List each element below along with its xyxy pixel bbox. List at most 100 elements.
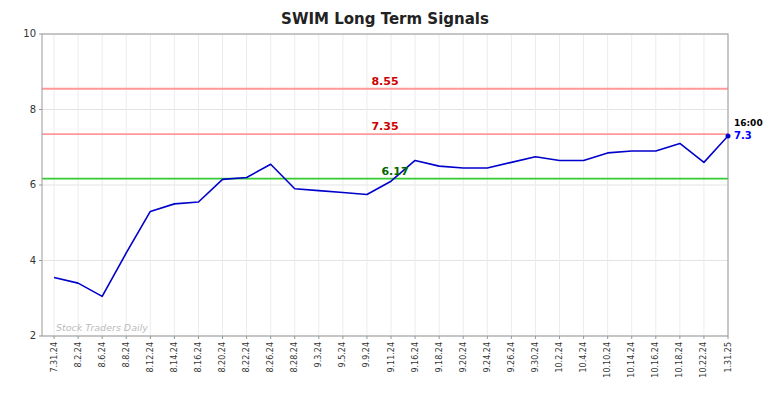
x-tick-label: 8.8.24	[122, 342, 131, 367]
annotation-time: 16:00	[734, 118, 763, 128]
grid-line-x	[511, 34, 512, 336]
x-tick	[415, 336, 416, 339]
y-tick-label: 6	[30, 179, 36, 190]
x-tick	[679, 336, 680, 339]
x-tick	[607, 336, 608, 339]
grid-line-x	[126, 34, 127, 336]
plot-area	[42, 89, 728, 297]
x-tick	[631, 336, 632, 339]
x-tick	[102, 336, 103, 339]
x-tick	[198, 336, 199, 339]
x-tick-label: 8.28.24	[290, 342, 299, 373]
x-tick-label: 9.24.24	[483, 342, 492, 373]
y-tick-label: 8	[30, 104, 36, 115]
grid-line-y	[42, 109, 728, 110]
y-tick-label: 4	[30, 255, 36, 266]
x-tick	[583, 336, 584, 339]
x-tick-label: 1.31.25	[724, 342, 733, 373]
x-tick	[126, 336, 127, 339]
x-tick	[703, 336, 704, 339]
grid-line-x	[679, 34, 680, 336]
x-tick	[559, 336, 560, 339]
x-tick-label: 9.9.24	[362, 342, 371, 367]
reference-line	[42, 133, 728, 135]
x-tick-label: 10.22.24	[699, 342, 708, 378]
grid-line-x	[318, 34, 319, 336]
grid-line-x	[655, 34, 656, 336]
grid-line-x	[366, 34, 367, 336]
x-tick-label: 9.26.24	[507, 342, 516, 373]
x-tick-label: 8.26.24	[266, 342, 275, 373]
reference-line	[42, 178, 728, 180]
title: SWIM Long Term Signals	[281, 10, 489, 28]
x-tick-label: 10.10.24	[603, 342, 612, 378]
x-tick-label: 8.6.24	[98, 342, 107, 367]
grid-line-x	[150, 34, 151, 336]
y-tick-label: 2	[30, 330, 36, 341]
grid-line-x	[439, 34, 440, 336]
reference-label: 8.55	[371, 75, 398, 88]
x-tick-label: 9.18.24	[435, 342, 444, 373]
x-axis: 7.31.248.2.248.6.248.8.248.12.248.14.248…	[50, 336, 733, 378]
x-tick-label: 8.12.24	[146, 342, 155, 373]
x-tick	[174, 336, 175, 339]
grid-line-x	[294, 34, 295, 336]
grid-line-x	[487, 34, 488, 336]
grid	[42, 34, 728, 336]
x-tick-label: 10.4.24	[579, 342, 588, 373]
grid-line-x	[78, 34, 79, 336]
grid-line-x	[102, 34, 103, 336]
chart: 6.177.358.552468107.31.248.2.248.6.248.8…	[0, 0, 784, 398]
x-tick	[439, 336, 440, 339]
grid-line-x	[463, 34, 464, 336]
x-tick	[342, 336, 343, 339]
grid-line-x	[559, 34, 560, 336]
grid-line-x	[607, 34, 608, 336]
x-tick-label: 8.14.24	[170, 342, 179, 373]
y-tick	[39, 185, 42, 186]
grid-line-x	[54, 34, 55, 336]
x-tick	[246, 336, 247, 339]
y-tick	[39, 260, 42, 261]
x-tick-label: 9.30.24	[531, 342, 540, 373]
x-tick	[366, 336, 367, 339]
grid-line-x	[270, 34, 271, 336]
watermark: Stock Traders Daily	[56, 322, 148, 333]
reference-line	[42, 88, 728, 90]
x-tick-label: 9.20.24	[459, 342, 468, 373]
x-tick	[78, 336, 79, 339]
grid-line-y	[42, 260, 728, 261]
plot-frame	[42, 34, 728, 336]
x-tick	[150, 336, 151, 339]
x-tick-label: 9.3.24	[314, 342, 323, 367]
last-point	[726, 133, 731, 138]
reference-labels: 6.177.358.55	[371, 75, 408, 178]
x-tick	[655, 336, 656, 339]
x-tick-label: 10.16.24	[651, 342, 660, 378]
x-tick-label: 7.31.24	[50, 342, 59, 373]
x-tick	[535, 336, 536, 339]
y-tick	[39, 336, 42, 337]
grid-line-x	[342, 34, 343, 336]
x-tick-label: 8.16.24	[194, 342, 203, 373]
y-tick	[39, 109, 42, 110]
annotations: 16:007.3	[734, 118, 763, 141]
x-tick	[487, 336, 488, 339]
x-tick-label: 9.5.24	[338, 342, 347, 367]
x-tick	[222, 336, 223, 339]
grid-line-x	[535, 34, 536, 336]
x-tick-label: 10.2.24	[555, 342, 564, 373]
x-tick	[54, 336, 55, 339]
grid-line-x	[174, 34, 175, 336]
x-tick-label: 10.18.24	[675, 342, 684, 378]
x-tick-label: 8.20.24	[218, 342, 227, 373]
grid-line-x	[703, 34, 704, 336]
x-tick	[728, 336, 729, 339]
grid-line-x	[583, 34, 584, 336]
x-tick	[270, 336, 271, 339]
x-tick	[294, 336, 295, 339]
x-tick-label: 9.16.24	[411, 342, 420, 373]
grid-line-x	[631, 34, 632, 336]
data-line	[54, 136, 728, 296]
grid-line-x	[415, 34, 416, 336]
